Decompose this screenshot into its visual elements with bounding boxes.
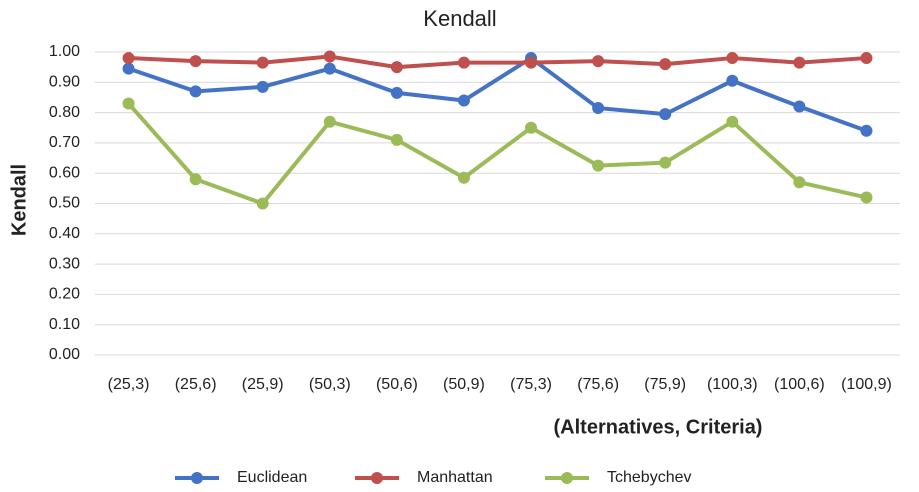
x-tick-label: (100,6) [774,376,825,393]
x-tick-label: (25,9) [242,376,284,393]
data-point [323,50,336,63]
data-point [189,85,202,98]
y-tick-label: 0.70 [49,134,80,151]
data-point [189,55,202,68]
data-point [256,197,269,210]
data-point [860,52,873,65]
data-point [659,108,672,121]
y-axis-title: Kendall [8,164,30,236]
x-tick-label: (100,9) [841,376,892,393]
legend-label: Tchebychev [607,469,692,486]
data-point [323,115,336,128]
data-point [457,171,470,184]
legend-marker [191,472,203,484]
data-point [726,74,739,87]
y-tick-label: 1.00 [49,43,80,60]
x-tick-label: (50,3) [309,376,351,393]
legend-label: Manhattan [417,469,493,486]
data-point [659,58,672,71]
data-point [793,100,806,113]
y-tick-label: 0.50 [49,195,80,212]
series-line [128,54,867,70]
data-point [659,156,672,169]
y-tick-label: 0.20 [49,286,80,303]
data-point [122,62,135,75]
data-point [457,94,470,107]
data-point [457,56,470,69]
y-tick-label: 0.40 [49,225,80,242]
data-point [122,97,135,110]
x-tick-label: (100,3) [707,376,758,393]
data-point [390,86,403,99]
y-tick-label: 0.00 [49,346,80,363]
x-tick-label: (50,9) [443,376,485,393]
y-tick-label: 0.30 [49,255,80,272]
x-tick-label: (25,3) [108,376,150,393]
data-point [525,56,538,69]
legend-label: Euclidean [237,469,307,486]
data-point [860,191,873,204]
data-point [189,173,202,186]
legend-marker [371,472,383,484]
data-point [525,121,538,134]
data-point [256,80,269,93]
x-tick-label: (25,6) [175,376,217,393]
x-tick-label: (75,9) [644,376,686,393]
data-point [592,159,605,172]
data-point [726,115,739,128]
x-axis-title: (Alternatives, Criteria) [554,416,763,438]
chart-title: Kendall [423,6,496,31]
data-point [726,52,739,65]
data-point [390,61,403,74]
y-tick-label: 0.10 [49,316,80,333]
y-tick-label: 0.90 [49,74,80,91]
series-line [127,56,868,133]
data-point [256,56,269,69]
y-tick-label: 0.60 [49,164,80,181]
x-tick-label: (75,3) [510,376,552,393]
data-point [793,176,806,189]
data-point [860,124,873,137]
data-point [592,102,605,115]
data-point [390,133,403,146]
legend-marker [561,472,573,484]
y-tick-label: 0.80 [49,104,80,121]
data-point [793,56,806,69]
data-point [323,62,336,75]
x-tick-label: (50,6) [376,376,418,393]
data-point [122,52,135,65]
series-line [127,102,867,206]
x-tick-label: (75,6) [577,376,619,393]
data-point [592,55,605,68]
